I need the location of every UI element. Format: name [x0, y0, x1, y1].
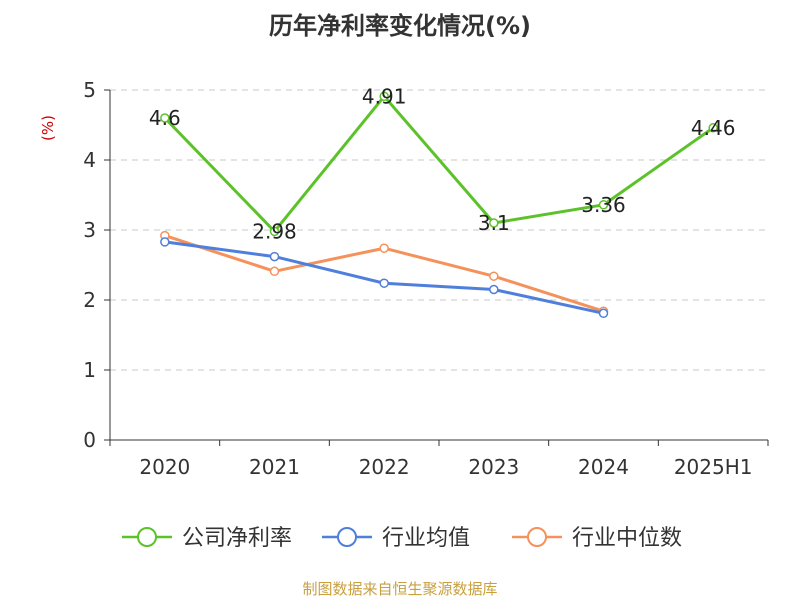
y-tick-label: 1	[83, 358, 96, 382]
x-tick-label: 2020	[139, 455, 190, 479]
legend-item[interactable]: 行业中位数	[512, 526, 682, 551]
data-point	[489, 271, 499, 281]
x-tick-label: 2025H1	[674, 455, 753, 479]
data-point	[598, 308, 609, 319]
data-point	[489, 218, 499, 228]
data-point	[489, 284, 499, 295]
data-point	[708, 123, 718, 133]
y-axis-label: (%)	[39, 115, 57, 141]
y-tick-label: 0	[83, 428, 96, 452]
legend-marker	[527, 527, 547, 547]
legend-label: 行业均值	[382, 526, 470, 551]
data-point	[598, 200, 609, 210]
x-tick-label: 2022	[359, 455, 410, 479]
data-point	[379, 243, 389, 253]
x-tick-label: 2023	[468, 455, 519, 479]
legend-marker	[337, 527, 357, 547]
data-point	[269, 266, 280, 277]
chart-title: 历年净利率变化情况(%)	[269, 12, 531, 40]
y-tick-label: 2	[83, 288, 96, 312]
data-label-layer: 4.6 2.98 4.91 3.1 3.36 4.46	[149, 84, 736, 243]
legend-item[interactable]: 公司净利率	[122, 526, 292, 551]
y-tick-label: 4	[83, 148, 96, 172]
series-line	[163, 94, 715, 233]
data-point	[379, 278, 389, 288]
data-point	[379, 91, 389, 102]
axis-layer: 0 1 2 3 4 5 2020 2021 2022 2023 2024 2025H1 (%)	[39, 78, 769, 479]
data-point	[160, 237, 170, 247]
data-label: 4.91	[362, 84, 407, 108]
legend-item[interactable]: 行业均值	[322, 526, 470, 551]
legend-marker	[137, 527, 157, 547]
series-layer	[160, 91, 718, 319]
data-label: 2.98	[252, 219, 297, 243]
y-tick-label: 3	[83, 218, 96, 242]
y-tick-label: 5	[83, 78, 96, 102]
data-point	[160, 113, 170, 123]
legend-label: 行业中位数	[572, 526, 682, 551]
grid-layer	[110, 89, 768, 371]
data-point	[269, 251, 280, 262]
data-label: 4.6	[149, 106, 181, 130]
x-tick-label: 2024	[578, 455, 629, 479]
x-tick-label: 2021	[249, 455, 300, 479]
data-label: 3.1	[478, 211, 510, 235]
data-label: 4.46	[691, 116, 736, 140]
data-point	[269, 226, 280, 237]
legend[interactable]: 公司净利率 行业均值 行业中位数	[122, 526, 682, 551]
source-note: 制图数据来自恒生聚源数据库	[302, 580, 498, 598]
data-label: 3.36	[581, 193, 626, 217]
legend-label: 公司净利率	[182, 526, 292, 551]
